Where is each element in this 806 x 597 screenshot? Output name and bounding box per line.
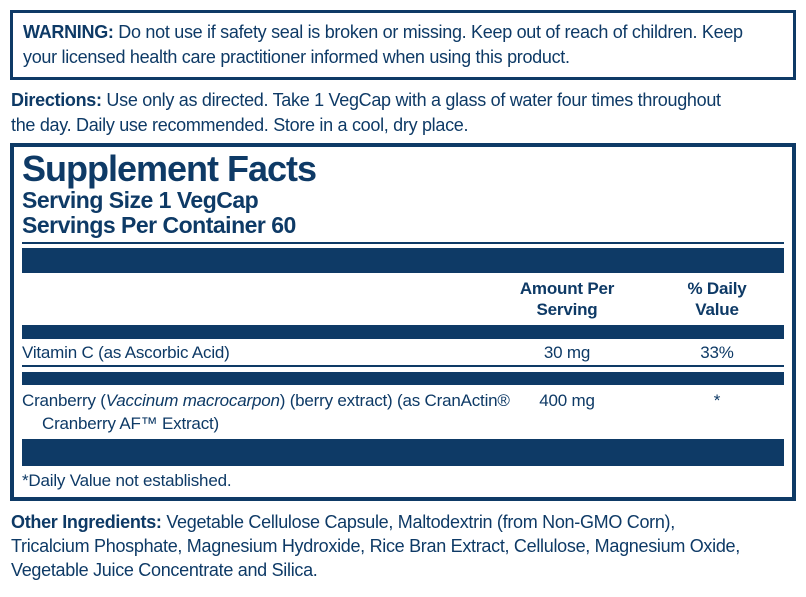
- ingredient-amount: 400 mg: [539, 391, 595, 410]
- directions: Directions: Use only as directed. Take 1…: [11, 88, 796, 138]
- facts-header-row: Amount Per Serving % Daily Value: [22, 273, 784, 325]
- other-ingredients-text: Vegetable Cellulose Capsule, Maltodextri…: [11, 512, 740, 580]
- warning-label: WARNING:: [23, 22, 114, 42]
- ingredient-daily-value: *: [713, 391, 721, 410]
- table-row-cranberry: Cranberry (Vaccinum macrocarpon) (berry …: [22, 385, 784, 439]
- other-ingredients: Other Ingredients: Vegetable Cellulose C…: [11, 510, 796, 582]
- daily-value-footnote: *Daily Value not established.: [22, 471, 232, 490]
- supplement-label: WARNING: Do not use if safety seal is br…: [0, 10, 806, 597]
- separator-bar-thick: [22, 439, 784, 466]
- ingredient-amount: 30 mg: [543, 343, 591, 362]
- separator-bar-medium: [22, 372, 784, 385]
- daily-value-header: % Daily Value: [687, 279, 747, 319]
- separator-bar-medium: [22, 325, 784, 339]
- ingredient-name: Vitamin C (as Ascorbic Acid): [22, 343, 230, 362]
- amount-per-serving-header: Amount Per Serving: [519, 279, 615, 319]
- supplement-facts-panel: Supplement Facts Serving Size 1 VegCap S…: [10, 143, 796, 501]
- divider-rule: [22, 242, 784, 244]
- ingredient-name-line2: Cranberry AF™ Extract): [42, 414, 219, 433]
- species-name-italic: Vaccinum macrocarpon: [105, 391, 280, 410]
- separator-bar-thick: [22, 248, 784, 273]
- directions-text: Use only as directed. Take 1 VegCap with…: [11, 90, 721, 135]
- warning-box: WARNING: Do not use if safety seal is br…: [10, 10, 796, 80]
- ingredient-name: Cranberry (Vaccinum macrocarpon) (berry …: [22, 391, 510, 410]
- other-ingredients-label: Other Ingredients:: [11, 512, 162, 532]
- serving-size: Serving Size 1 VegCap: [22, 187, 259, 213]
- ingredient-daily-value: 33%: [700, 343, 734, 362]
- supplement-facts-title: Supplement Facts: [22, 148, 317, 189]
- directions-label: Directions:: [11, 90, 102, 110]
- warning-text: Do not use if safety seal is broken or m…: [23, 22, 743, 67]
- servings-per-container: Servings Per Container 60: [22, 212, 296, 238]
- table-row-vitamin-c: Vitamin C (as Ascorbic Acid) 30 mg 33%: [22, 339, 784, 367]
